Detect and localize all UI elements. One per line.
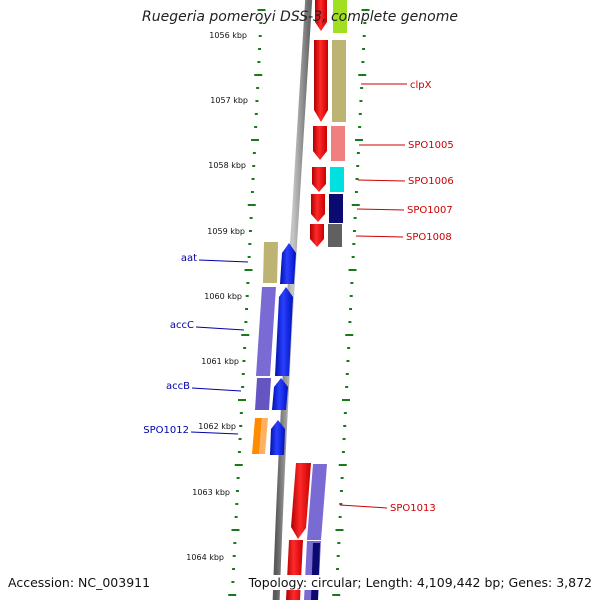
axis-ticks-inner [228, 9, 266, 596]
accession-text: Accession: NC_003911 [8, 575, 151, 590]
gene-block-navy[interactable] [329, 194, 343, 223]
gene-label-spo1007[interactable]: SPO1007 [407, 205, 453, 216]
gene-label-accB[interactable]: accB [166, 381, 190, 392]
label-leader-line [356, 208, 405, 211]
axis-tick-label: 1063 kbp [192, 488, 230, 497]
gene-arrow-reverse[interactable] [280, 243, 296, 284]
gene-block-purple[interactable] [256, 287, 276, 376]
label-leader-line [190, 431, 239, 435]
label-leader-line [339, 504, 388, 509]
label-leader-line [198, 259, 249, 263]
axis-labels: 1056 kbp 1057 kbp 1058 kbp 1059 kbp 1060… [186, 31, 248, 562]
axis-tick-label: 1058 kbp [208, 161, 246, 170]
gene-arrow-forward[interactable] [310, 224, 324, 247]
gene-block-orange[interactable] [252, 418, 262, 454]
gene-block-cyan[interactable] [330, 167, 344, 192]
genome-title: Ruegeria pomeroyi DSS-3, complete genome [142, 9, 458, 25]
axis-tick-label: 1057 kbp [210, 96, 248, 105]
gene-block-pink[interactable] [331, 126, 345, 161]
gene-arrow-reverse[interactable] [275, 287, 293, 376]
axis-tick-label: 1060 kbp [204, 292, 242, 301]
label-leader-line [191, 387, 242, 392]
gene-label-clpX[interactable]: clpX [410, 80, 432, 91]
gene-block-orange-light[interactable] [259, 418, 268, 454]
gene-label-aat[interactable]: aat [181, 253, 197, 264]
gene-label-spo1013[interactable]: SPO1013 [390, 503, 436, 514]
gene-label-spo1008[interactable]: SPO1008 [406, 232, 452, 243]
genome-summary-text: Topology: circular; Length: 4,109,442 bp… [248, 575, 592, 590]
gene-block-purple[interactable] [307, 464, 327, 540]
axis-tick-label: 1061 kbp [201, 357, 239, 366]
gene-arrow-forward[interactable] [291, 463, 311, 539]
label-leader-line [195, 326, 245, 331]
axis-tick-label: 1059 kbp [207, 227, 245, 236]
gene-arrow-forward[interactable] [312, 167, 326, 192]
gene-block-lime[interactable] [333, 0, 347, 33]
gene-arrow-forward[interactable] [315, 0, 327, 31]
gene-arrow-forward[interactable] [311, 194, 325, 222]
gene-label-spo1005[interactable]: SPO1005 [408, 140, 454, 151]
label-leader-line [357, 179, 406, 182]
axis-tick-label: 1056 kbp [209, 31, 247, 40]
axis-tick-label: 1064 kbp [186, 553, 224, 562]
axis-ticks-outer [332, 9, 370, 596]
gene-label-accC[interactable]: accC [170, 320, 194, 331]
gene-arrow-reverse[interactable] [270, 420, 285, 455]
gene-arrow-forward[interactable] [314, 40, 328, 122]
gene-block-purple[interactable] [255, 378, 271, 410]
gene-block-gray[interactable] [328, 224, 342, 247]
gene-label-spo1006[interactable]: SPO1006 [408, 176, 454, 187]
gene-block-khaki[interactable] [263, 242, 278, 283]
axis-tick-label: 1062 kbp [198, 422, 236, 431]
gene-arrow-reverse[interactable] [272, 378, 288, 410]
label-leader-line [355, 235, 404, 238]
gene-block-khaki[interactable] [332, 40, 346, 122]
gene-label-spo1012[interactable]: SPO1012 [143, 425, 189, 436]
gene-arrow-forward[interactable] [313, 126, 327, 160]
